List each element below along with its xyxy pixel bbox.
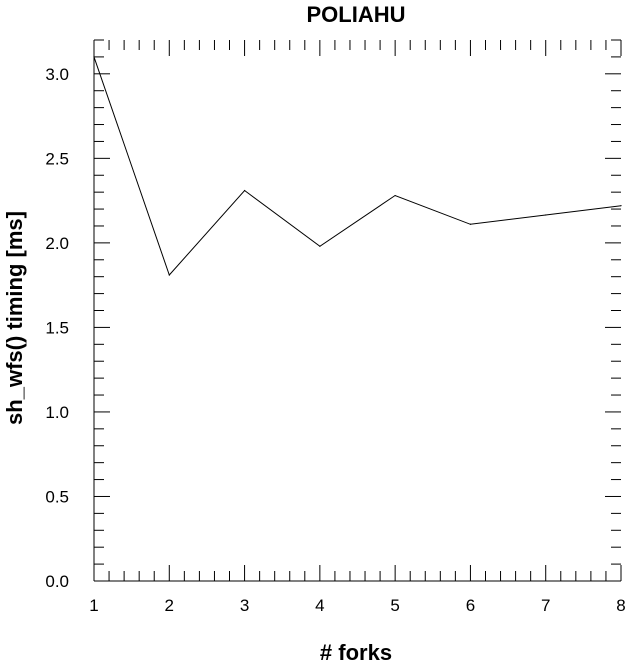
data-point: [545, 214, 547, 216]
data-point: [243, 189, 246, 192]
y-tick-label: 2.5: [45, 149, 69, 168]
axes: 1 2 3 4 5 6 7 8 0.0 0.5 1.0 1.5 2.0 2.5 3.0: [45, 39, 626, 615]
x-tick-label: 1: [89, 596, 98, 615]
y-axis-label: sh_wfs() timing [ms]: [2, 211, 27, 425]
data-point: [93, 56, 95, 58]
series-line: [93, 56, 622, 276]
y-tick-label: 1.0: [45, 403, 69, 422]
x-tick-label: 7: [541, 596, 550, 615]
x-tick-label: 4: [315, 596, 324, 615]
y-tick-label: 2.0: [45, 234, 69, 253]
y-tick-label: 0.0: [45, 572, 69, 591]
chart-title: POLIAHU: [307, 2, 406, 27]
y-tick-label: 0.5: [45, 487, 69, 506]
y-tick-label: 1.5: [45, 318, 69, 337]
x-tick-label: 3: [240, 596, 249, 615]
x-tick-label: 5: [390, 596, 399, 615]
data-point: [620, 205, 622, 207]
x-tick-label: 2: [165, 596, 174, 615]
data-point: [469, 223, 472, 225]
data-point: [168, 274, 170, 276]
plot-area: [93, 56, 622, 276]
y-tick-label: 3.0: [45, 65, 69, 84]
x-axis-label: # forks: [320, 640, 392, 662]
x-tick-label: 6: [466, 596, 475, 615]
x-tick-label: 8: [616, 596, 625, 615]
data-point: [319, 245, 321, 247]
data-point: [394, 194, 396, 197]
